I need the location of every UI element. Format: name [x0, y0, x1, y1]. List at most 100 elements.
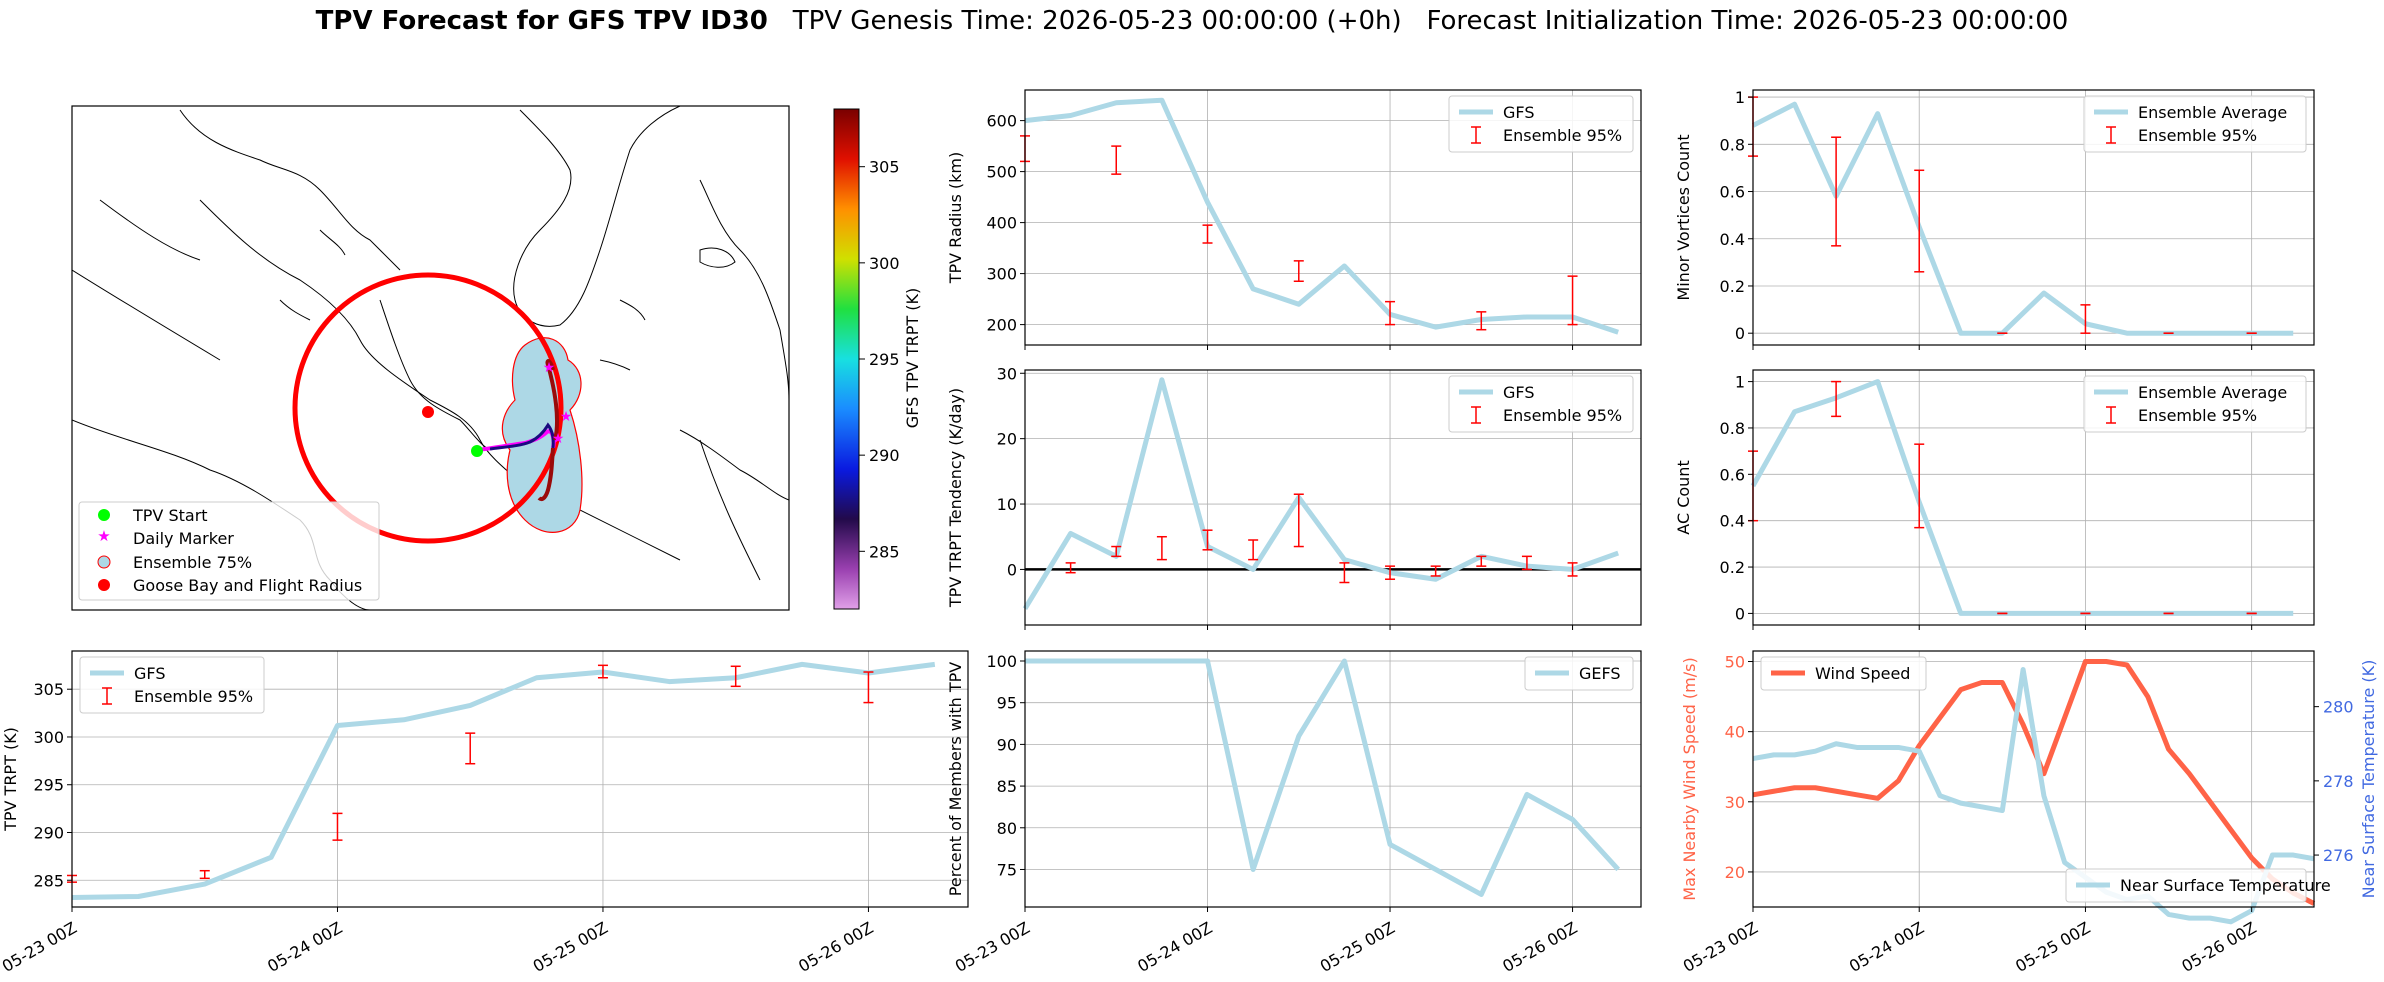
- legend-box: [1524, 656, 1634, 691]
- y-tick-label: 80: [997, 819, 1017, 838]
- y-tick-label: 0.8: [1720, 135, 1745, 154]
- series-line-1: [1752, 667, 2315, 925]
- y-tick-label: 20: [1725, 863, 1745, 882]
- legend-box: [1448, 375, 1634, 433]
- tpv-start-marker: [471, 445, 483, 457]
- colorbar-tick-label: 305: [869, 158, 900, 177]
- y-tick-label: 200: [986, 316, 1017, 335]
- y-axis-label: TPV TRPT Tendency (K/day): [946, 388, 965, 608]
- daily-marker-3: ★: [552, 431, 565, 447]
- map-panel: ★ ★ ★ TPV Start ★ Daily Marker Ensemble …: [71, 105, 922, 611]
- y-axis-label: Max Nearby Wind Speed (m/s): [1680, 657, 1699, 900]
- y-tick-label: 1: [1735, 373, 1745, 392]
- x-tick-label: 05-25 00Z: [2012, 918, 2093, 976]
- series-line-0: [1750, 379, 2294, 616]
- colorbar-tick-label: 285: [869, 542, 900, 561]
- y-tick-label: 0.2: [1720, 277, 1745, 296]
- legend-trpt: GFS Ensemble 95%: [79, 656, 265, 714]
- plot-frame: [71, 650, 969, 908]
- y-tick-label: 0.2: [1720, 558, 1745, 577]
- y-tick-label: 95: [997, 694, 1017, 713]
- colorbar: [833, 108, 860, 610]
- legend-box: [2065, 868, 2307, 903]
- y-right-axis-label: Near Surface Temperature (K): [2359, 660, 2378, 899]
- y-tick-label: 0.4: [1720, 512, 1745, 531]
- y-tick-label: 290: [33, 823, 64, 842]
- y-axis-label: TPV Radius (km): [946, 152, 965, 285]
- y-tick-label: 0.6: [1720, 465, 1745, 484]
- x-tick-label: 05-26 00Z: [2178, 918, 2259, 976]
- legend-ensemble-label: Ensemble 75%: [133, 553, 252, 572]
- coastline-islands: [279, 229, 646, 371]
- y-tick-label: 1: [1735, 88, 1745, 107]
- legend-box: [79, 656, 265, 714]
- colorbar-tick-label: 300: [869, 254, 900, 273]
- y-tick-label: 305: [33, 680, 64, 699]
- y-axis-label: Minor Vortices Count: [1674, 134, 1693, 300]
- legend-tendency: GFS Ensemble 95%: [1448, 375, 1634, 433]
- y-tick-label: 500: [986, 163, 1017, 182]
- plot-frame: [1752, 89, 2315, 346]
- legend-ac: Ensemble Average Ensemble 95%: [2083, 375, 2307, 433]
- legend-label: Ensemble 95%: [2138, 406, 2257, 425]
- legend-percent: GEFS: [1524, 656, 1634, 691]
- figure-title-genesis: TPV Genesis Time: 2026-05-23 00:00:00 (+…: [792, 6, 1402, 36]
- legend-label: GFS: [1503, 103, 1534, 122]
- legend-marker-swatch: ★: [97, 527, 110, 545]
- legend-radius: GFS Ensemble 95%: [1448, 95, 1634, 153]
- figure-title-main: TPV Forecast for GFS TPV ID30: [315, 6, 768, 36]
- colorbar-ticks: 305 300 295 290 285: [859, 158, 900, 561]
- y-tick-label: 300: [33, 728, 64, 747]
- coastline-greenland: [513, 106, 681, 327]
- legend-box: [1448, 95, 1634, 153]
- y-tick-label: 100: [986, 652, 1017, 671]
- colorbar-tick-label: 290: [869, 446, 900, 465]
- legend-label: GFS: [1503, 383, 1534, 402]
- y-right-tick-label: 276: [2323, 846, 2354, 865]
- goose-bay-marker: [422, 406, 434, 418]
- legend-minor: Ensemble Average Ensemble 95%: [2083, 95, 2307, 153]
- y-tick-label: 300: [986, 265, 1017, 284]
- y-tick-label: 285: [33, 871, 64, 890]
- figure-title: TPV Forecast for GFS TPV ID30 TPV Genesi…: [0, 6, 2384, 36]
- legend-goose-swatch: [98, 579, 110, 591]
- series-line-0: [1752, 659, 2316, 906]
- y-tick-label: 10: [997, 495, 1017, 514]
- legend-ensemble-swatch: [97, 555, 111, 569]
- plot-frame: [1024, 89, 1642, 346]
- tpv-track-dark: [489, 422, 555, 451]
- plot-frame: [1752, 369, 2315, 626]
- figure-title-init: Forecast Initialization Time: 2026-05-23…: [1426, 6, 2069, 36]
- daily-marker-2: ★: [560, 409, 573, 425]
- legend-box: [2083, 375, 2307, 433]
- y-tick-label: 50: [1725, 653, 1745, 672]
- legend-box: [2083, 95, 2307, 153]
- plot-frame: [1752, 650, 2315, 908]
- border-lines: [72, 199, 761, 581]
- y-tick-label: 85: [997, 777, 1017, 796]
- y-right-tick-label: 280: [2323, 698, 2354, 717]
- legend-label: Ensemble Average: [2138, 383, 2287, 402]
- legend-label: Ensemble 95%: [134, 687, 253, 706]
- y-tick-label: 75: [997, 860, 1017, 879]
- series-line-0: [71, 661, 936, 900]
- series-line-0: [1022, 377, 1620, 610]
- coastline-iberia: [679, 429, 789, 501]
- legend-label: GFS: [134, 664, 165, 683]
- legend-marker-label: Daily Marker: [133, 529, 234, 548]
- y-tick-label: 0.4: [1720, 230, 1745, 249]
- y-axis-label: TPV TRPT (K): [1, 727, 20, 832]
- flight-radius-circle: [292, 272, 564, 544]
- x-tick-label: 05-23 00Z: [1680, 918, 1761, 976]
- series-line-0: [1751, 101, 2294, 336]
- series-line-0: [1025, 658, 1621, 897]
- coastline-labrador: [379, 299, 491, 451]
- colorbar-label: GFS TPV TRPT (K): [903, 288, 922, 428]
- legend-label: Ensemble 95%: [1503, 126, 1622, 145]
- legend-temp: Near Surface Temperature: [2065, 868, 2331, 903]
